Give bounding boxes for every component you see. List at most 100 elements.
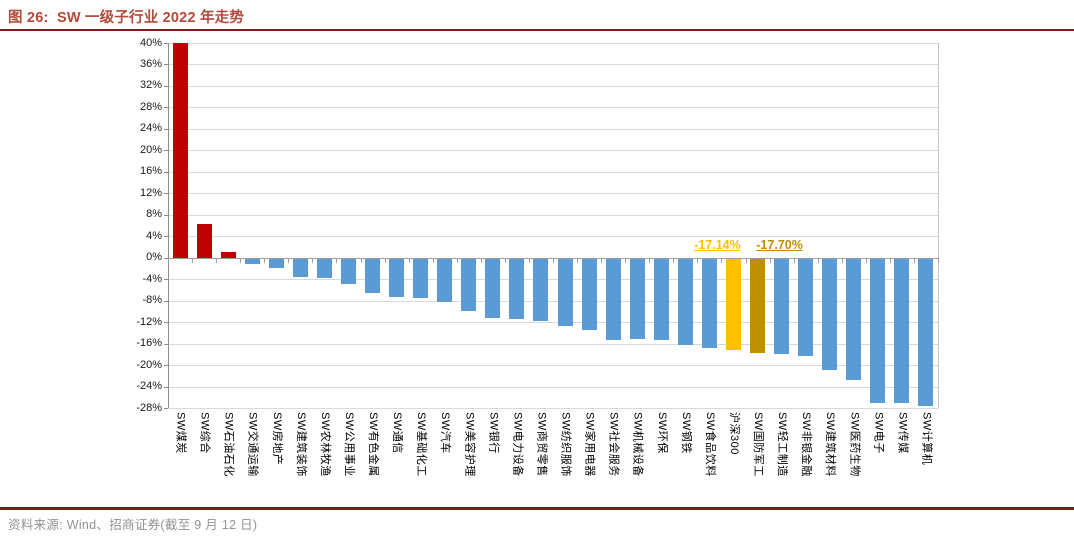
x-axis-tick <box>240 257 242 263</box>
x-axis-category-label: SW纺织服饰 <box>559 412 572 477</box>
x-axis-category-label: SW建筑材料 <box>824 412 837 477</box>
bar <box>485 257 501 319</box>
bar <box>196 223 212 258</box>
x-axis-tick <box>841 257 843 263</box>
x-axis-category-label: SW非银金融 <box>800 412 813 477</box>
x-axis-category-label: SW美容护理 <box>463 412 476 477</box>
x-axis-category-label: SW综合 <box>198 412 211 454</box>
y-axis-tick-label: -4% <box>142 272 162 285</box>
x-axis-category-label: SW电子 <box>872 412 885 454</box>
y-axis-tick-label: 12% <box>139 186 162 199</box>
bar <box>389 257 405 297</box>
bar <box>220 252 236 258</box>
y-axis-line <box>168 43 169 408</box>
y-axis-tick-label: -12% <box>136 315 162 328</box>
bar <box>413 257 429 299</box>
x-axis-tick <box>360 257 362 263</box>
title-divider-line <box>0 29 1074 31</box>
y-axis-tick <box>164 107 168 109</box>
x-axis-tick <box>938 257 939 263</box>
x-axis-category-label: SW计算机 <box>920 412 933 466</box>
y-axis-tick-label: 8% <box>146 208 162 221</box>
bar <box>629 257 645 339</box>
x-axis-tick <box>625 257 627 263</box>
x-axis-category-label: SW农林牧渔 <box>318 412 331 477</box>
x-axis-category-label: SW汽车 <box>439 412 452 454</box>
bar-value-annotation: -17.70% <box>756 237 803 252</box>
y-axis-tick <box>164 300 168 302</box>
figure-title: 图 26: SW 一级子行业 2022 年走势 <box>8 10 245 26</box>
y-axis-tick <box>164 193 168 195</box>
x-axis-tick <box>913 257 915 263</box>
x-axis-category-label: SW房地产 <box>270 412 283 466</box>
y-gridline <box>168 408 938 409</box>
y-axis-tick-label: 40% <box>139 36 162 49</box>
bar <box>557 257 573 327</box>
x-axis-tick <box>456 257 458 263</box>
bar <box>437 257 453 302</box>
y-axis-tick-label: 16% <box>139 165 162 178</box>
y-axis-tick <box>164 214 168 216</box>
x-axis-category-label: SW公用事业 <box>342 412 355 477</box>
y-axis-tick-label: 24% <box>139 122 162 135</box>
bar <box>894 257 910 404</box>
bar-value-annotation: -17.14% <box>694 237 741 252</box>
bar <box>533 257 549 322</box>
bar <box>461 257 477 312</box>
y-gridline <box>168 150 938 152</box>
y-axis-tick-label: -8% <box>142 294 162 307</box>
x-axis-tick <box>649 257 651 263</box>
x-axis-category-label: SW机械设备 <box>631 412 644 477</box>
y-axis-tick <box>164 279 168 281</box>
x-axis-category-label: SW有色金属 <box>367 412 380 477</box>
x-axis-category-label: SW电力设备 <box>511 412 524 477</box>
x-axis-category-label: SW建筑装饰 <box>294 412 307 477</box>
x-axis-category-label: SW通信 <box>391 412 404 454</box>
bar <box>774 257 790 355</box>
x-axis-tick <box>192 257 194 263</box>
x-axis-tick <box>264 257 266 263</box>
y-gridline <box>168 365 938 367</box>
x-axis-tick <box>553 257 554 263</box>
source-note: 资料来源: Wind、招商证券(截至 9 月 12 日) <box>8 518 258 532</box>
y-axis-tick-label: 32% <box>139 79 162 92</box>
y-gridline <box>168 279 938 281</box>
x-axis-category-label: SW传媒 <box>896 412 909 454</box>
y-gridline <box>168 64 938 66</box>
bar <box>918 257 934 406</box>
y-axis-tick <box>164 343 168 345</box>
y-gridline <box>168 214 938 216</box>
y-gridline <box>168 322 938 324</box>
y-axis-tick-label: -16% <box>136 337 162 350</box>
bar <box>244 257 260 265</box>
x-axis-category-label: SW家用电器 <box>583 412 596 477</box>
y-axis-tick-label: 0% <box>146 251 162 264</box>
y-gridline <box>168 300 938 302</box>
bar <box>822 257 838 370</box>
x-axis-category-label: 沪深300 <box>727 412 740 455</box>
x-axis-tick <box>288 257 290 263</box>
x-axis-category-label: SW商贸零售 <box>535 412 548 477</box>
x-axis-category-label: SW交通运输 <box>246 412 259 477</box>
y-axis-tick <box>164 150 168 152</box>
bar <box>725 257 741 350</box>
y-gridline <box>168 343 938 345</box>
x-axis-tick <box>745 257 747 263</box>
y-axis-tick-label: -20% <box>136 358 162 371</box>
x-axis-tick <box>601 257 603 263</box>
bar <box>365 257 381 294</box>
y-axis-tick-label: 20% <box>139 143 162 156</box>
y-gridline <box>168 43 938 44</box>
bar <box>870 257 886 403</box>
x-axis-tick <box>336 257 338 263</box>
y-gridline <box>168 85 938 87</box>
y-gridline <box>168 128 938 130</box>
y-gridline <box>168 193 938 195</box>
x-axis-category-label: SW食品饮料 <box>703 412 716 477</box>
bar <box>340 257 356 284</box>
y-gridline <box>168 107 938 109</box>
x-axis-tick <box>312 257 314 263</box>
y-axis-tick <box>164 236 168 238</box>
